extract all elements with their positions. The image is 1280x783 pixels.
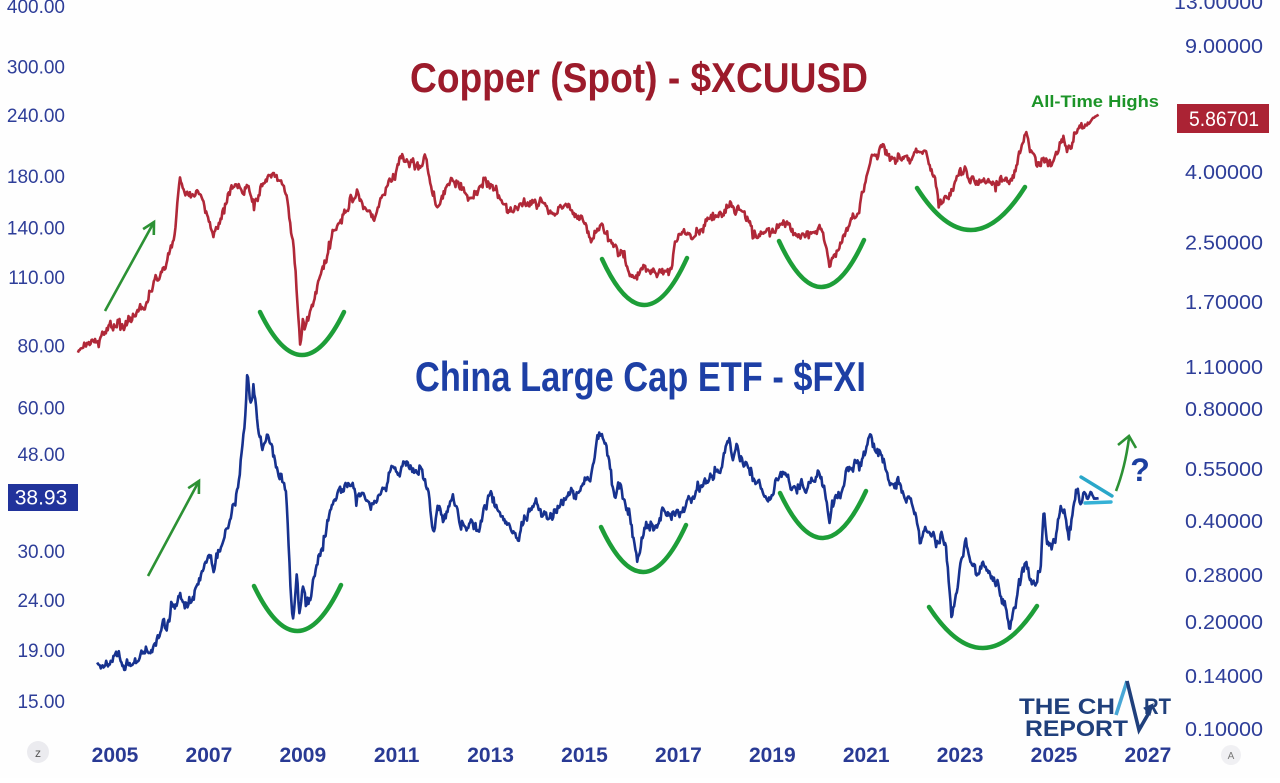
svg-text:0.55000: 0.55000 <box>1185 459 1263 481</box>
svg-text:400.00: 400.00 <box>7 0 65 18</box>
svg-text:13.00000: 13.00000 <box>1174 0 1263 14</box>
svg-text:1.10000: 1.10000 <box>1185 357 1263 379</box>
svg-text:China Large Cap ETF - $FXI: China Large Cap ETF - $FXI <box>415 353 866 400</box>
svg-text:z: z <box>35 746 41 760</box>
svg-text:0.80000: 0.80000 <box>1185 399 1263 421</box>
svg-text:2025: 2025 <box>1031 744 1078 767</box>
svg-text:5.86701: 5.86701 <box>1189 108 1259 131</box>
svg-text:0.14000: 0.14000 <box>1185 666 1263 688</box>
svg-text:2023: 2023 <box>937 744 984 767</box>
svg-text:A: A <box>1228 751 1235 762</box>
svg-text:30.00: 30.00 <box>17 542 65 563</box>
svg-text:140.00: 140.00 <box>7 219 65 240</box>
svg-text:60.00: 60.00 <box>17 399 65 420</box>
svg-text:110.00: 110.00 <box>8 268 65 289</box>
svg-text:All-Time Highs: All-Time Highs <box>1031 92 1159 111</box>
svg-text:300.00: 300.00 <box>7 58 65 79</box>
svg-text:?: ? <box>1130 452 1150 488</box>
svg-text:180.00: 180.00 <box>7 167 65 188</box>
svg-text:REPORT: REPORT <box>1025 716 1129 741</box>
svg-text:4.00000: 4.00000 <box>1185 162 1263 184</box>
svg-text:240.00: 240.00 <box>7 106 65 127</box>
svg-text:2009: 2009 <box>279 744 326 767</box>
svg-text:2005: 2005 <box>92 744 139 767</box>
svg-text:2011: 2011 <box>374 744 420 767</box>
svg-text:Copper (Spot) - $XCUUSD: Copper (Spot) - $XCUUSD <box>410 54 868 101</box>
svg-text:2015: 2015 <box>561 744 608 767</box>
svg-text:2019: 2019 <box>749 744 796 767</box>
svg-text:9.00000: 9.00000 <box>1185 36 1263 58</box>
svg-text:38.93: 38.93 <box>15 487 68 510</box>
svg-text:1.70000: 1.70000 <box>1185 292 1263 314</box>
svg-text:15.00: 15.00 <box>17 692 65 713</box>
svg-text:80.00: 80.00 <box>17 337 65 358</box>
svg-text:2.50000: 2.50000 <box>1185 233 1263 255</box>
svg-text:0.28000: 0.28000 <box>1185 565 1263 587</box>
svg-text:0.10000: 0.10000 <box>1185 719 1263 741</box>
svg-text:19.00: 19.00 <box>17 641 65 662</box>
svg-text:0.20000: 0.20000 <box>1185 612 1263 634</box>
svg-text:2021: 2021 <box>843 744 890 767</box>
svg-text:0.40000: 0.40000 <box>1185 511 1263 533</box>
svg-text:THE CH: THE CH <box>1019 694 1115 719</box>
svg-text:2007: 2007 <box>186 744 233 767</box>
svg-text:48.00: 48.00 <box>17 445 65 466</box>
svg-text:2013: 2013 <box>467 744 514 767</box>
svg-text:2017: 2017 <box>655 744 702 767</box>
svg-text:2027: 2027 <box>1125 744 1172 767</box>
svg-text:24.00: 24.00 <box>17 591 65 612</box>
